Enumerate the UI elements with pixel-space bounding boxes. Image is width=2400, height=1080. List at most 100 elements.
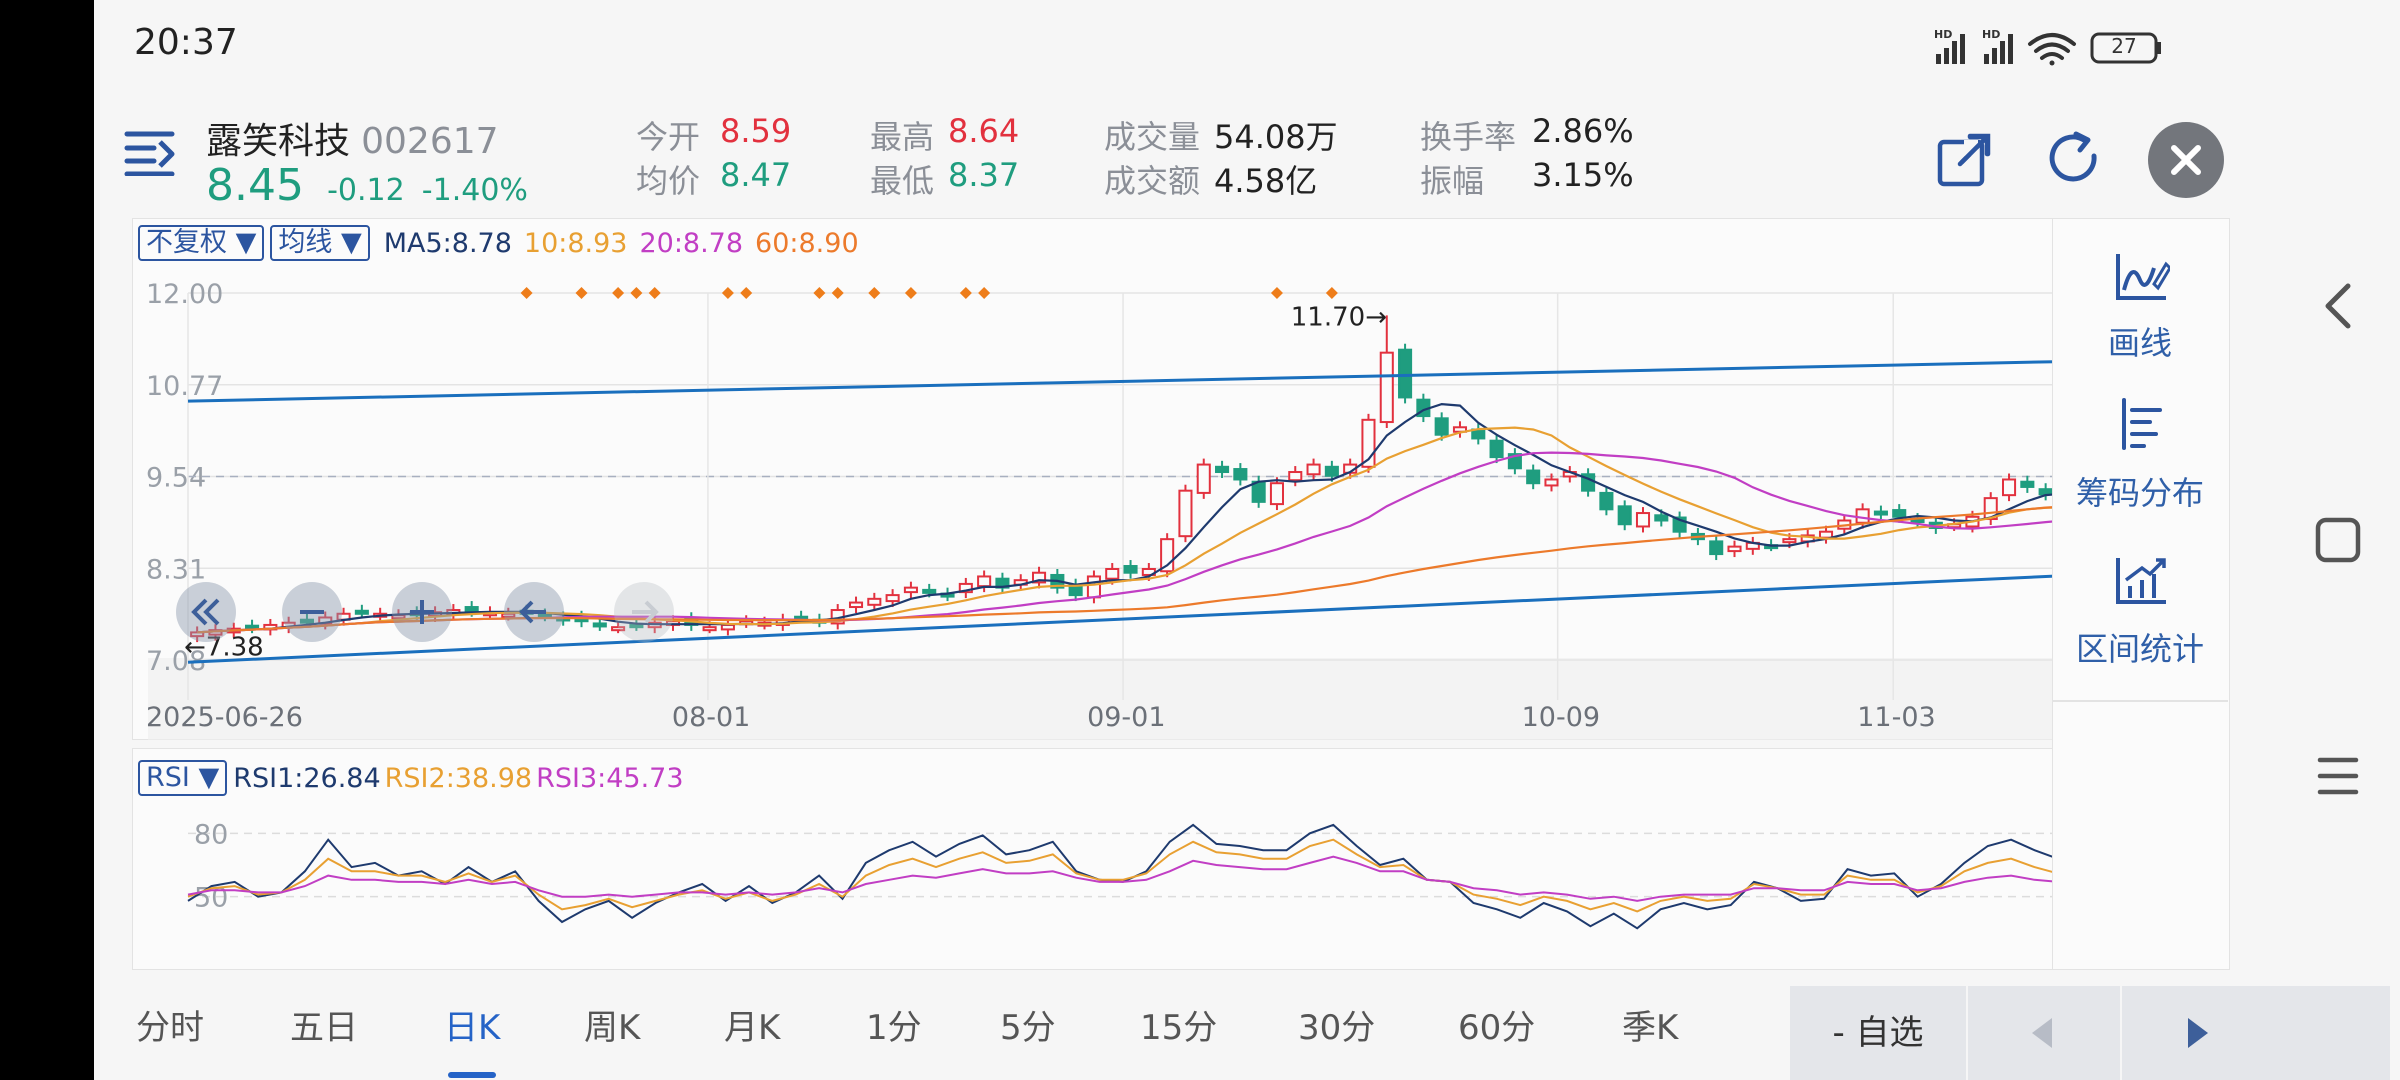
y-tick-label: 12.00	[146, 279, 223, 310]
stat-value: 8.37	[948, 156, 1020, 194]
watchlist-button[interactable]: - 自选	[1790, 986, 1968, 1080]
tool-label-draw-line: 画线	[2107, 324, 2172, 362]
tab-3[interactable]: 周K	[584, 1008, 641, 1048]
candle-body	[1727, 545, 1742, 553]
candle-body	[1544, 478, 1559, 487]
tab-2[interactable]: 日K	[444, 1008, 501, 1048]
stock-code: 002617	[361, 121, 499, 162]
signal-marker	[721, 287, 734, 299]
candle-body	[1379, 351, 1394, 424]
tab-1[interactable]: 五日	[290, 1008, 358, 1048]
ma10-label: 10:8.93	[523, 227, 628, 259]
candle-body	[592, 622, 607, 628]
x-tick-label: 10-09	[1522, 702, 1600, 733]
rsi1-label: RSI1:26.84	[233, 762, 381, 794]
zoom-out-icon[interactable]	[282, 582, 342, 642]
menu-icon[interactable]	[124, 128, 178, 176]
svg-text:HD: HD	[1934, 28, 1952, 41]
x-tick-label: 09-01	[1087, 702, 1165, 733]
indicator-select[interactable]: 均线 ▼	[270, 225, 370, 261]
stock-name: 露笑科技	[206, 121, 351, 162]
move-right-icon[interactable]	[614, 582, 674, 642]
candle-body	[1288, 471, 1303, 482]
candle-body	[611, 626, 626, 632]
candle-body	[1105, 567, 1120, 580]
status-time: 20:37	[134, 22, 238, 63]
draw-line-icon	[2116, 254, 2170, 300]
candle-body	[977, 575, 992, 588]
candle-body	[1031, 571, 1047, 584]
candle-body	[1635, 512, 1651, 528]
candle-body	[702, 626, 717, 632]
close-icon[interactable]	[2148, 122, 2224, 198]
tool-label-range-stats: 区间统计	[2075, 630, 2204, 668]
candle-body	[1709, 540, 1724, 556]
signal-marker	[868, 287, 881, 299]
tab-4[interactable]: 月K	[724, 1008, 781, 1048]
tab-8[interactable]: 30分	[1298, 1008, 1376, 1048]
battery-level: 27	[2111, 34, 2137, 58]
candle-body	[1599, 491, 1614, 511]
tool-panel-divider	[2052, 700, 2228, 702]
ma10-line	[197, 426, 2054, 634]
signal-icon: HD	[1934, 28, 1965, 64]
rsi3-label: RSI3:45.73	[536, 762, 684, 794]
y-tick-label: 9.54	[146, 463, 206, 494]
tab-7[interactable]: 15分	[1140, 1008, 1218, 1048]
adjust-select[interactable]: 不复权 ▼	[138, 225, 265, 261]
x-tick-label: 2025-06-26	[146, 702, 303, 733]
stat-label: 换手率	[1420, 118, 1517, 156]
candle-body	[1196, 463, 1211, 494]
rsi-legend: RSI ▼ RSI1:26.84 RSI2:38.98 RSI3:45.73	[138, 760, 684, 796]
stat-value: 8.64	[948, 112, 1020, 150]
wifi-icon	[2028, 33, 2076, 66]
tab-5[interactable]: 1分	[866, 1008, 922, 1048]
candle-body	[885, 594, 900, 603]
lower-trend-line	[187, 574, 2054, 664]
move-left-icon[interactable]	[504, 582, 564, 642]
range-stats-icon	[2116, 558, 2166, 604]
upper-trend-line	[187, 360, 2054, 403]
stat-value: 3.15%	[1532, 156, 1634, 194]
tab-0[interactable]: 分时	[136, 1008, 204, 1048]
ma5-label: MA5:8.78	[383, 227, 512, 259]
stock-price: 8.45	[206, 160, 304, 211]
candle-body	[1654, 514, 1669, 522]
svg-text:HD: HD	[1982, 28, 2000, 41]
candle-body	[1251, 480, 1266, 503]
candle-body	[1398, 348, 1413, 399]
candle-body	[1526, 469, 1541, 485]
share-icon[interactable]	[1936, 132, 1992, 188]
nav-recents-icon[interactable]	[2314, 752, 2362, 800]
candle-body	[1123, 565, 1138, 574]
candle-body	[867, 597, 882, 606]
next-stock-icon[interactable]	[2122, 986, 2272, 1080]
tool-label-chip-distribution: 筹码分布	[2075, 474, 2204, 512]
signal-marker	[575, 287, 588, 299]
signal-marker	[630, 287, 643, 299]
chart-volume-shade	[148, 658, 2054, 740]
stock-change: -0.12	[327, 173, 405, 208]
candle-body	[922, 588, 937, 594]
rsi-select[interactable]: RSI ▼	[138, 760, 228, 796]
prev-stock-icon[interactable]	[1966, 986, 2120, 1080]
ma60-label: 60:8.90	[755, 227, 859, 259]
nav-back-icon[interactable]	[2318, 278, 2358, 334]
tab-9[interactable]: 60分	[1458, 1008, 1536, 1048]
refresh-icon[interactable]	[2044, 130, 2104, 190]
nav-home-icon[interactable]	[2314, 516, 2362, 564]
tab-6[interactable]: 5分	[1000, 1008, 1056, 1048]
rsi-series-2	[187, 838, 2054, 913]
stock-quote: 8.45 -0.12 -1.40%	[206, 160, 528, 211]
stat-value: 8.59	[720, 112, 792, 150]
zoom-start-icon[interactable]	[176, 582, 236, 642]
battery-icon	[2090, 32, 2161, 64]
tab-10[interactable]: 季K	[1622, 1008, 1679, 1048]
active-tab-indicator	[448, 1072, 496, 1078]
zoom-in-icon[interactable]	[392, 582, 452, 642]
candle-body	[958, 582, 973, 594]
candle-body	[2020, 480, 2035, 488]
stat-label: 最低	[870, 162, 935, 200]
